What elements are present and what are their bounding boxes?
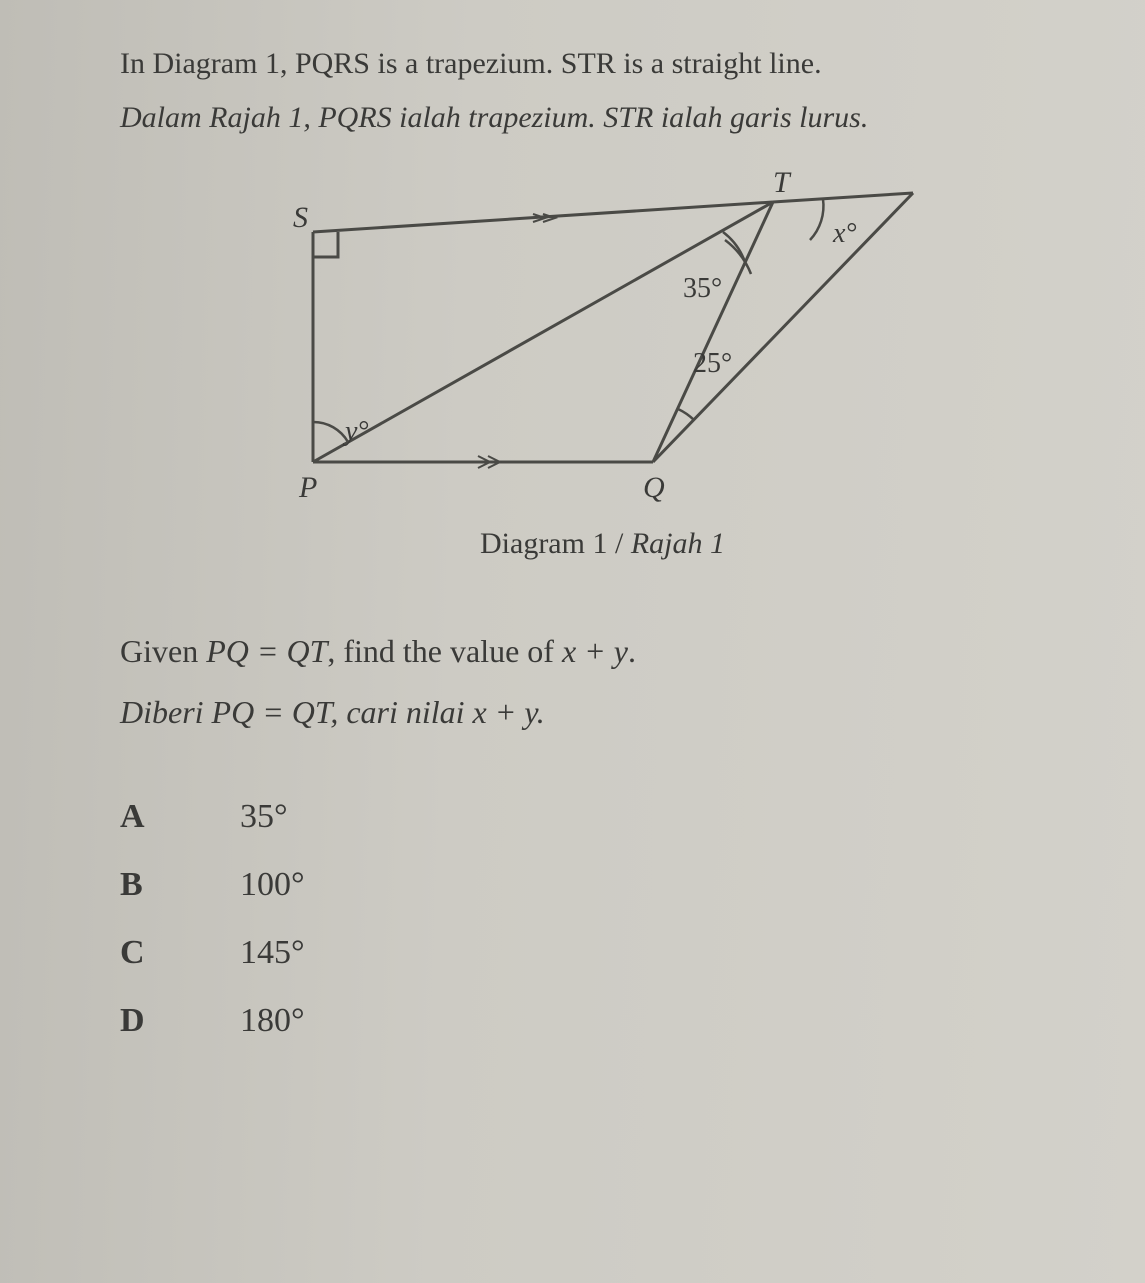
- given-ms-dot: .: [537, 694, 545, 730]
- edge-QT: [653, 202, 773, 462]
- label-angle-35: 35°: [683, 273, 722, 304]
- angle-arc-y: [313, 422, 348, 442]
- diagram: S T P Q 35° 25° x° y°: [253, 172, 953, 517]
- option-B-letter: B: [120, 851, 240, 919]
- given-en: Given PQ = QT, find the value of x + y.: [120, 621, 1085, 682]
- option-D-value: 180°: [240, 987, 305, 1055]
- edge-PT: [313, 202, 773, 462]
- label-S: S: [293, 201, 308, 234]
- page: In Diagram 1, PQRS is a trapezium. STR i…: [0, 0, 1145, 1283]
- option-C[interactable]: C 145°: [120, 919, 1085, 987]
- caption-en: Diagram 1: [480, 527, 607, 560]
- option-C-letter: C: [120, 919, 240, 987]
- label-T: T: [773, 172, 792, 199]
- caption-sep: /: [607, 527, 630, 560]
- diagram-caption: Diagram 1 / Rajah 1: [120, 527, 1085, 561]
- given-ms-expr: x + y: [473, 694, 537, 730]
- given-ms-post: , cari nilai: [330, 694, 472, 730]
- given-expr: x + y: [562, 633, 628, 669]
- question-line-en: In Diagram 1, PQRS is a trapezium. STR i…: [120, 40, 1085, 88]
- option-D-letter: D: [120, 987, 240, 1055]
- given-block: Given PQ = QT, find the value of x + y. …: [120, 621, 1085, 743]
- given-ms-eq: PQ = QT: [212, 694, 331, 730]
- option-D[interactable]: D 180°: [120, 987, 1085, 1055]
- given-ms-pre: Diberi: [120, 694, 212, 730]
- edge-QR: [653, 193, 913, 462]
- right-angle-marker: [313, 232, 338, 257]
- label-Q: Q: [643, 471, 665, 504]
- given-ms: Diberi PQ = QT, cari nilai x + y.: [120, 682, 1085, 743]
- given-en-post: , find the value of: [327, 633, 562, 669]
- angle-arc-25: [678, 409, 694, 420]
- label-P: P: [298, 471, 317, 504]
- option-A-letter: A: [120, 783, 240, 851]
- geometry-svg: S T P Q 35° 25° x° y°: [253, 172, 953, 512]
- label-angle-25: 25°: [693, 348, 732, 379]
- option-A-value: 35°: [240, 783, 288, 851]
- question-line-ms: Dalam Rajah 1, PQRS ialah trapezium. STR…: [120, 94, 1085, 142]
- label-angle-x: x°: [832, 218, 857, 249]
- option-B[interactable]: B 100°: [120, 851, 1085, 919]
- option-C-value: 145°: [240, 919, 305, 987]
- angle-arc-x: [810, 199, 823, 240]
- label-angle-y: y°: [342, 416, 369, 447]
- given-en-eq: PQ = QT: [206, 633, 327, 669]
- given-en-pre: Given: [120, 633, 206, 669]
- options-list: A 35° B 100° C 145° D 180°: [120, 783, 1085, 1055]
- given-dot: .: [628, 633, 636, 669]
- edge-TR-ext: [773, 193, 913, 202]
- option-B-value: 100°: [240, 851, 305, 919]
- option-A[interactable]: A 35°: [120, 783, 1085, 851]
- caption-ms: Rajah 1: [631, 527, 725, 560]
